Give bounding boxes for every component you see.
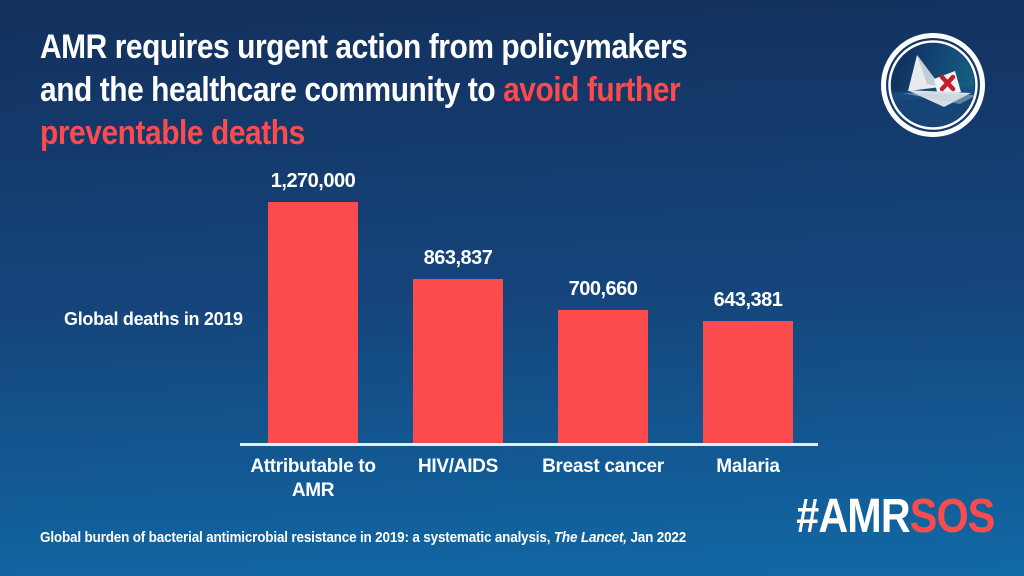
- red-x-icon: [939, 74, 956, 92]
- logo-outer-ring: [881, 33, 985, 137]
- source-citation: Global burden of bacterial antimicrobial…: [40, 529, 687, 546]
- bar-value-label: 700,660: [568, 278, 638, 300]
- title-line-3: preventable deaths: [40, 114, 305, 152]
- paper-boat-icon: [881, 33, 985, 137]
- bar-category-label: Attributable to AMR: [250, 456, 376, 501]
- hashtag-amr: #AMR: [795, 490, 910, 543]
- hashtag-sos: SOS: [909, 490, 994, 543]
- chart-ylabel: Global deaths in 2019: [64, 309, 243, 329]
- page-title: AMR requires urgent action from policyma…: [40, 26, 762, 155]
- title-line-1: AMR requires urgent action from policyma…: [40, 28, 688, 66]
- hashtag-amrsos: #AMRSOS: [795, 489, 995, 544]
- title-line-2: and the healthcare community to avoid fu…: [40, 71, 681, 109]
- x-axis-line: [240, 443, 818, 446]
- bar-attributable-to-amr: [268, 202, 358, 443]
- amrsos-logo: [878, 30, 988, 140]
- bar-hiv-aids: [413, 279, 503, 443]
- title-line-2-highlight: avoid further: [503, 71, 681, 109]
- bar-value-label: 1,270,000: [270, 170, 356, 192]
- logo-inner-ring: [888, 40, 978, 130]
- source-journal: The Lancet,: [553, 529, 627, 546]
- bar-category-label: Breast cancer: [542, 456, 664, 477]
- bar-value-label: 863,837: [423, 247, 493, 269]
- bar-malaria: [703, 321, 793, 443]
- bar-breast-cancer: [558, 310, 648, 443]
- bar-chart: 1,270,000 Attributable to AMR 863,837 HIV/A…: [240, 160, 818, 501]
- bar-category-label: HIV/AIDS: [418, 456, 498, 477]
- bar-value-label: 643,381: [713, 289, 783, 311]
- bar-category-label: Malaria: [716, 456, 780, 477]
